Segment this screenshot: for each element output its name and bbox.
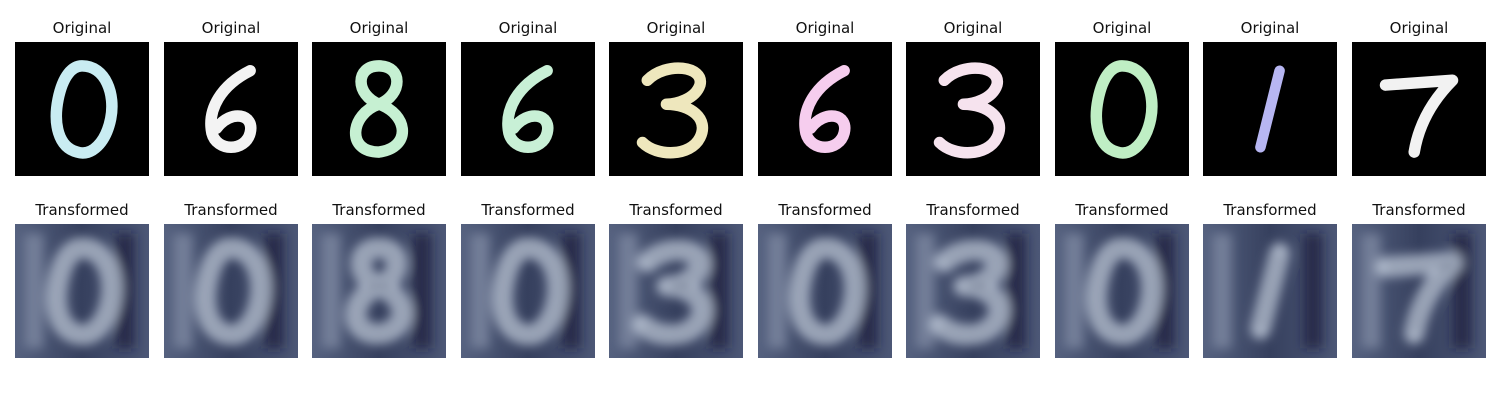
transformed-image: [15, 224, 149, 358]
digit-stroke: [349, 60, 409, 158]
digit-stroke: [799, 64, 851, 153]
transformed-digit-svg: [15, 224, 149, 358]
transformed-title: Transformed: [184, 201, 278, 219]
original-digit-svg: [1203, 42, 1337, 176]
transformed-image: [312, 224, 446, 358]
original-image: [312, 42, 446, 176]
original-title: Original: [52, 19, 112, 37]
transformed-image: [758, 224, 892, 358]
transformed-image: [1352, 224, 1486, 358]
original-digit-svg: [461, 42, 595, 176]
transformed-digit-svg: [609, 224, 743, 358]
digit-stroke: [205, 64, 257, 153]
transformed-digit-svg: [1352, 224, 1486, 358]
original-title: Original: [795, 19, 855, 37]
transformed-image: [461, 224, 595, 358]
transformed-digit-svg: [1203, 224, 1337, 358]
transformed-digit-svg: [164, 224, 298, 358]
original-digit-svg: [164, 42, 298, 176]
transformed-title: Transformed: [35, 201, 129, 219]
original-title: Original: [498, 19, 558, 37]
original-title: Original: [943, 19, 1003, 37]
original-image: [164, 42, 298, 176]
digit-stroke: [1090, 60, 1158, 159]
original-title: Original: [1240, 19, 1300, 37]
transformed-digit-svg: [1055, 224, 1189, 358]
transformed-image: [1203, 224, 1337, 358]
original-title: Original: [349, 19, 409, 37]
original-image: [1352, 42, 1486, 176]
original-image: [461, 42, 595, 176]
original-title: Original: [646, 19, 706, 37]
original-digit-svg: [15, 42, 149, 176]
digit-stroke: [933, 62, 1006, 159]
transformed-image: [164, 224, 298, 358]
original-digit-svg: [758, 42, 892, 176]
digit-stroke: [502, 64, 554, 153]
transformed-digit-svg: [906, 224, 1040, 358]
original-image: [758, 42, 892, 176]
original-image: [906, 42, 1040, 176]
transformed-title: Transformed: [778, 201, 872, 219]
transformed-title: Transformed: [629, 201, 723, 219]
original-digit-svg: [609, 42, 743, 176]
transformed-title: Transformed: [1223, 201, 1317, 219]
original-digit-svg: [1055, 42, 1189, 176]
original-digit-svg: [906, 42, 1040, 176]
original-image: [15, 42, 149, 176]
transformed-image: [1055, 224, 1189, 358]
transformed-title: Transformed: [332, 201, 426, 219]
digit-stroke: [1255, 65, 1285, 153]
original-image: [1055, 42, 1189, 176]
original-title: Original: [201, 19, 261, 37]
original-image: [609, 42, 743, 176]
original-image: [1203, 42, 1337, 176]
digit-stroke: [1379, 74, 1459, 158]
transformed-digit-svg: [312, 224, 446, 358]
transformed-title: Transformed: [926, 201, 1020, 219]
digit-stroke: [50, 60, 118, 159]
digit-stroke: [636, 62, 709, 159]
transformed-image: [609, 224, 743, 358]
original-title: Original: [1389, 19, 1449, 37]
transformed-image: [906, 224, 1040, 358]
original-digit-svg: [312, 42, 446, 176]
transformed-title: Transformed: [481, 201, 575, 219]
transformed-digit-svg: [461, 224, 595, 358]
transformed-title: Transformed: [1372, 201, 1466, 219]
original-title: Original: [1092, 19, 1152, 37]
original-digit-svg: [1352, 42, 1486, 176]
transformed-title: Transformed: [1075, 201, 1169, 219]
transformed-digit-svg: [758, 224, 892, 358]
